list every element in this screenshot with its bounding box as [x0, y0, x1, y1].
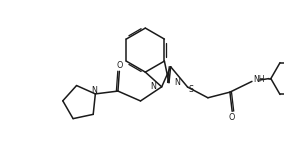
Text: NH: NH: [253, 75, 265, 84]
Text: O: O: [116, 61, 123, 70]
Text: N: N: [91, 86, 97, 95]
Text: N: N: [151, 82, 156, 91]
Text: S: S: [189, 85, 194, 94]
Text: O: O: [229, 113, 235, 122]
Text: N: N: [174, 78, 180, 87]
